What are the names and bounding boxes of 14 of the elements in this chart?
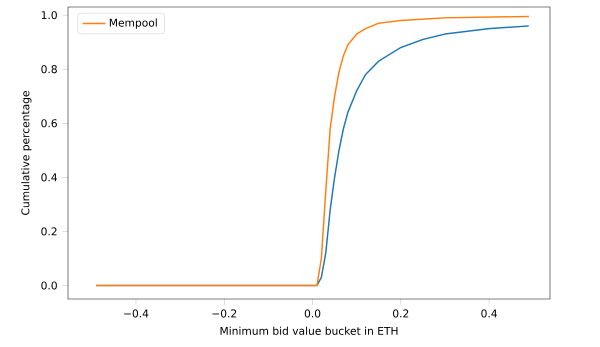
x-tick-label: 0.2: [393, 309, 408, 318]
x-tick-label: 0.0: [304, 309, 320, 318]
y-tick-label: 0.8: [41, 65, 57, 74]
y-tick-label: 0.2: [41, 227, 57, 236]
y-tick-label: 0.6: [41, 119, 57, 128]
y-tick-label: 1.0: [42, 11, 57, 20]
y-tick-label: 0.4: [41, 173, 58, 182]
y-axis-title: Cumulative percentage: [21, 91, 32, 215]
x-tick-label: 0.4: [481, 309, 497, 318]
x-tick-label: −0.2: [212, 309, 236, 318]
y-tick-label: 0.0: [41, 281, 57, 290]
x-axis-title: Minimum bid value bucket in ETH: [220, 326, 398, 335]
legend-label: Mempool: [110, 18, 157, 29]
x-tick-label: −0.4: [124, 309, 148, 318]
